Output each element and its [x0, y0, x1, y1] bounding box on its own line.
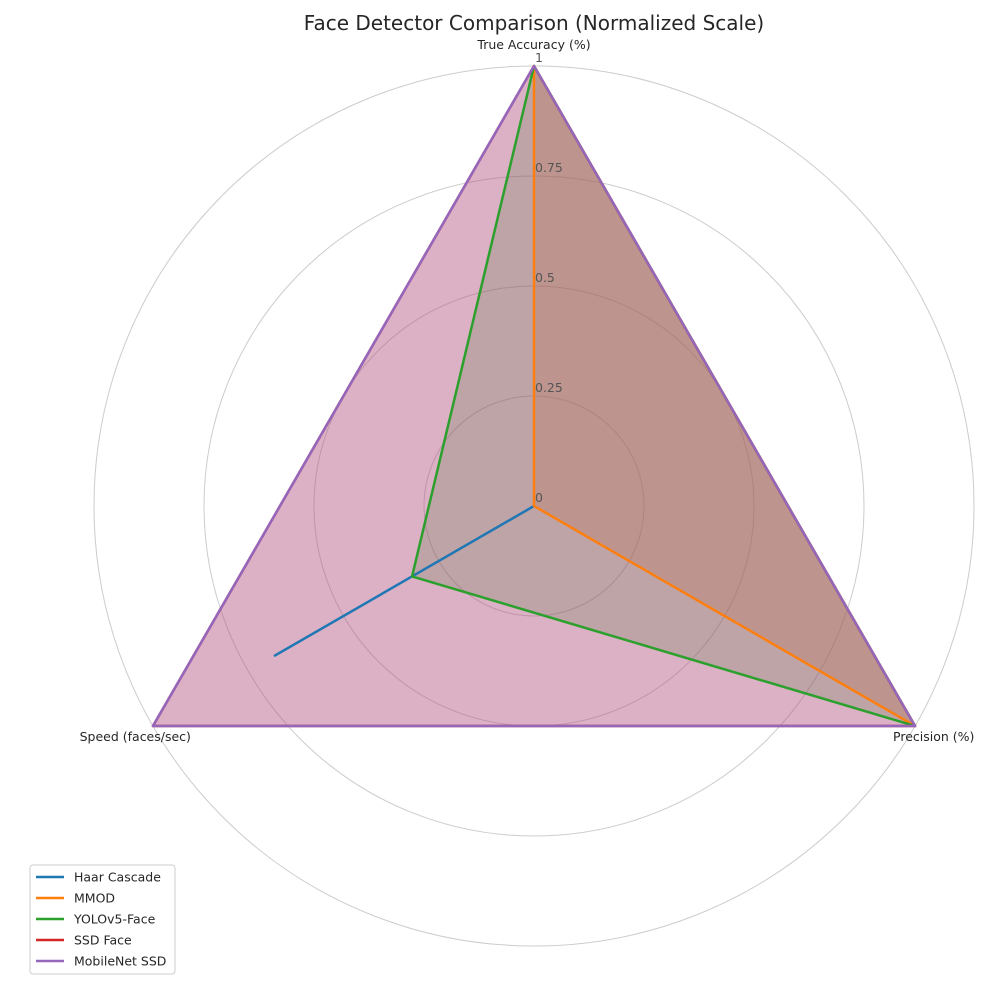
legend-label-3: SSD Face — [74, 933, 132, 948]
axis-label-1: Precision (%) — [893, 729, 974, 744]
axis-label-2: Speed (faces/sec) — [80, 729, 191, 744]
r-tick-label-0: 0 — [535, 490, 543, 505]
r-tick-label-3: 0.75 — [535, 160, 563, 175]
r-tick-label-1: 0.25 — [535, 380, 563, 395]
legend-label-4: MobileNet SSD — [74, 954, 166, 969]
legend-label-2: YOLOv5-Face — [73, 912, 156, 927]
r-tick-label-2: 0.5 — [535, 270, 555, 285]
chart-title: Face Detector Comparison (Normalized Sca… — [304, 11, 764, 35]
axis-label-0: True Accuracy (%) — [476, 37, 590, 52]
r-tick-label-4: 1 — [535, 50, 543, 65]
legend-frame — [29, 864, 176, 975]
radial-ticks: 0 0.25 0.5 0.75 1 — [535, 50, 563, 505]
series-line-4 — [151, 64, 917, 728]
legend-label-0: Haar Cascade — [74, 870, 161, 885]
legend: Haar Cascade MMOD YOLOv5-Face SSD Face Mobil… — [29, 864, 176, 975]
axis-labels: True Accuracy (%) Precision (%) Speed (fac… — [80, 37, 975, 744]
series-group — [151, 64, 917, 728]
series-line-0 — [273, 504, 536, 657]
series-fill-2 — [412, 66, 916, 726]
legend-label-1: MMOD — [74, 891, 115, 906]
